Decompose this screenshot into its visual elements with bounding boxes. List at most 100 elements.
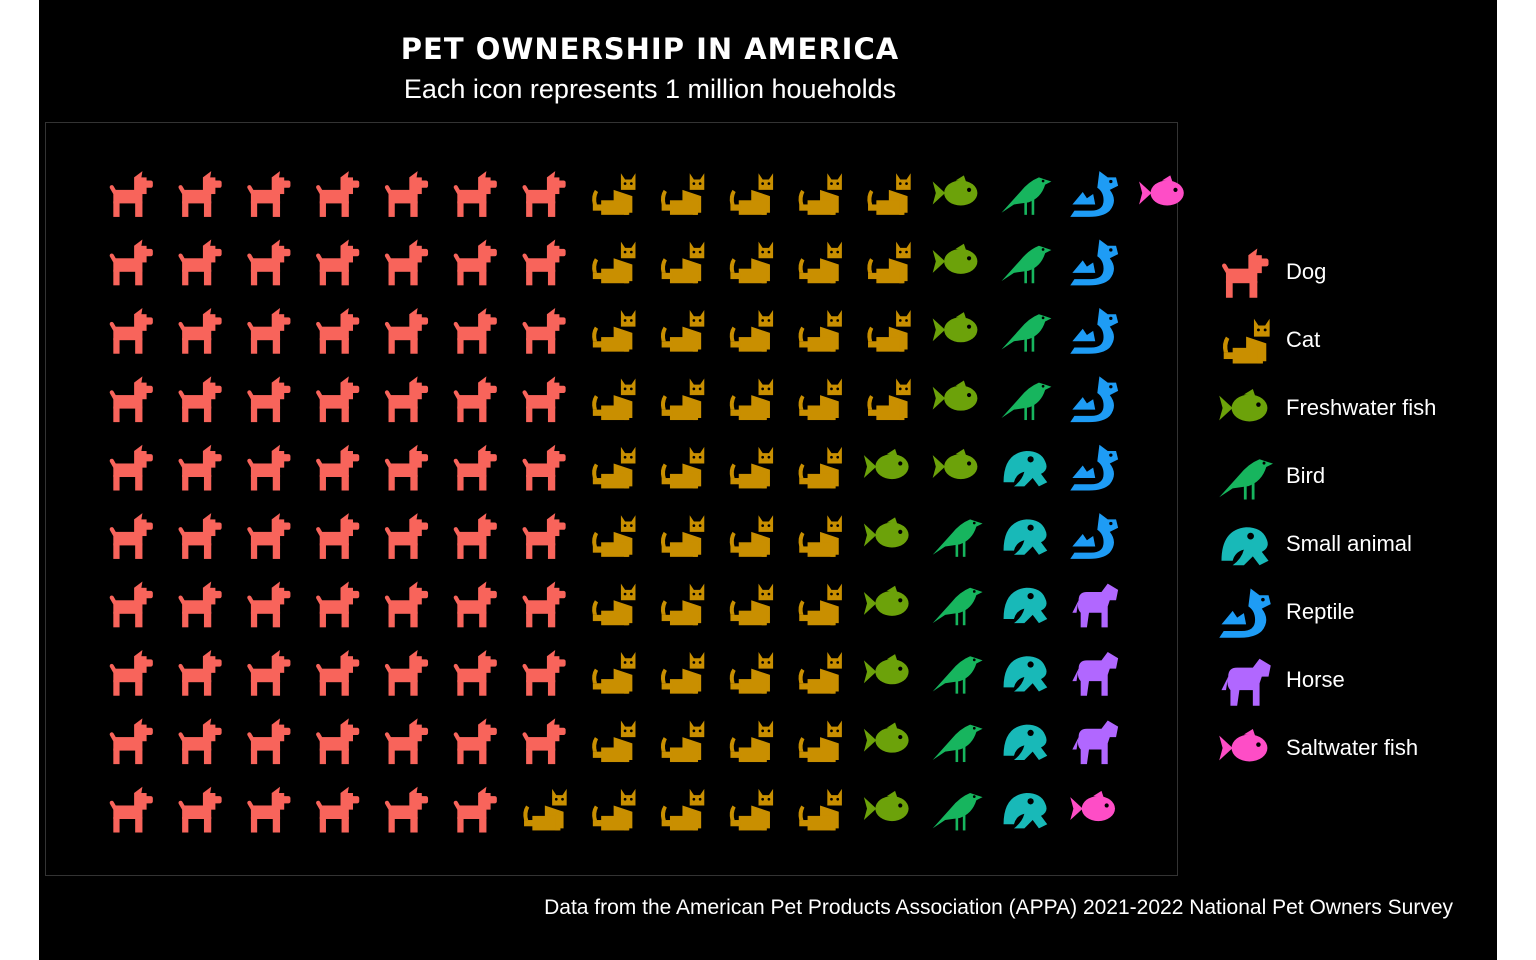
waffle-cat-icon-cell xyxy=(660,720,705,763)
waffle-dog-icon-cell xyxy=(522,171,566,217)
waffle-dog-icon-cell xyxy=(522,513,566,559)
waffle-dog-icon-cell xyxy=(178,786,222,833)
waffle-cat-icon-cell xyxy=(592,652,636,694)
waffle-dog-icon-cell xyxy=(384,307,429,354)
waffle-dog-icon-cell xyxy=(384,581,429,628)
waffle-cat-icon-cell xyxy=(592,310,636,352)
waffle-dog-icon-cell xyxy=(109,376,153,423)
waffle-bird-icon-cell xyxy=(1001,245,1052,284)
waffle-cat-icon-cell xyxy=(798,241,842,284)
waffle-fish-icon-cell xyxy=(863,517,909,548)
legend-item: Freshwater fish xyxy=(1213,381,1436,435)
waffle-dog-icon-cell xyxy=(109,444,153,491)
waffle-cat-icon-cell xyxy=(867,241,911,284)
waffle-cat-icon-cell xyxy=(660,173,705,215)
legend-label: Bird xyxy=(1286,463,1326,488)
waffle-dragon-icon-cell xyxy=(1070,513,1119,559)
waffle-fish-icon-cell xyxy=(932,448,978,480)
waffle-dog-icon-cell xyxy=(109,513,153,559)
waffle-cat-icon-cell xyxy=(523,788,567,831)
waffle-bird-icon-cell xyxy=(1001,382,1052,421)
waffle-dog-icon-cell xyxy=(316,376,360,423)
waffle-dog-icon-cell xyxy=(178,239,222,286)
waffle-cat-icon-cell xyxy=(729,720,774,763)
waffle-dog-icon-cell xyxy=(522,718,566,765)
waffle-dog-icon-cell xyxy=(109,718,153,765)
legend-label: Small animal xyxy=(1286,531,1412,556)
waffle-dog-icon-cell xyxy=(247,171,291,217)
waffle-dog-icon-cell xyxy=(316,649,360,696)
waffle-fish-icon-cell xyxy=(932,380,978,411)
dragon-icon xyxy=(1219,588,1271,638)
waffle-dog-icon-cell xyxy=(522,376,566,423)
waffle-dragon-icon-cell xyxy=(1070,444,1119,491)
cat-icon xyxy=(1222,318,1270,364)
waffle-cat-icon-cell xyxy=(660,583,705,626)
waffle-dog-icon-cell xyxy=(109,786,153,833)
waffle-frog-icon-cell xyxy=(1003,519,1048,555)
waffle-dog-icon-cell xyxy=(178,307,222,354)
waffle-fish-icon-cell xyxy=(1070,790,1115,822)
legend-item: Reptile xyxy=(1213,585,1354,639)
waffle-fish-icon-cell xyxy=(932,175,978,206)
waffle-cat-icon-cell xyxy=(592,515,636,557)
waffle-dog-icon-cell xyxy=(453,649,497,696)
waffle-dog-icon-cell xyxy=(453,581,497,628)
waffle-cat-icon-cell xyxy=(660,446,705,489)
bird-icon xyxy=(1219,459,1273,500)
frog-icon xyxy=(1221,527,1269,566)
waffle-dog-icon-cell xyxy=(522,649,566,696)
waffle-cat-icon-cell xyxy=(867,173,911,215)
waffle-cat-icon-cell xyxy=(729,310,774,352)
legend-cat-icon xyxy=(1222,318,1270,364)
waffle-cat-icon-cell xyxy=(867,378,911,421)
waffle-plot xyxy=(109,171,1184,833)
legend-horse-icon xyxy=(1221,658,1271,706)
fish-icon xyxy=(1219,388,1268,422)
waffle-dog-icon-cell xyxy=(453,376,497,423)
waffle-bird-icon-cell xyxy=(1001,314,1052,352)
waffle-cat-icon-cell xyxy=(729,173,774,215)
legend-label: Dog xyxy=(1286,259,1327,284)
waffle-dog-icon-cell xyxy=(109,239,153,286)
legend-label: Freshwater fish xyxy=(1286,395,1437,420)
waffle-dog-icon-cell xyxy=(316,171,360,217)
waffle-dog-icon-cell xyxy=(178,444,222,491)
waffle-dog-icon-cell xyxy=(384,718,429,765)
waffle-cat-icon-cell xyxy=(729,241,774,284)
legend-dragon-icon xyxy=(1219,588,1271,638)
waffle-dog-icon-cell xyxy=(522,239,566,286)
waffle-cat-icon-cell xyxy=(660,241,705,284)
legend-fish-icon xyxy=(1219,728,1268,762)
waffle-dog-icon-cell xyxy=(247,444,291,491)
waffle-frog-icon-cell xyxy=(1003,587,1048,624)
waffle-frog-icon-cell xyxy=(1003,793,1048,829)
waffle-cat-icon-cell xyxy=(660,515,705,557)
waffle-cat-icon-cell xyxy=(592,446,636,489)
waffle-cat-icon-cell xyxy=(660,310,705,352)
waffle-dog-icon-cell xyxy=(453,444,497,491)
waffle-bird-icon-cell xyxy=(932,793,983,831)
chart-title: PET OWNERSHIP IN AMERICA xyxy=(400,32,900,66)
waffle-cat-icon-cell xyxy=(660,378,705,421)
waffle-dog-icon-cell xyxy=(109,171,153,217)
waffle-dog-icon-cell xyxy=(316,786,360,833)
waffle-cat-icon-cell xyxy=(592,173,636,215)
waffle-dog-icon-cell xyxy=(453,239,497,286)
waffle-dog-icon-cell xyxy=(247,376,291,423)
chart-canvas: PET OWNERSHIP IN AMERICA Each icon repre… xyxy=(39,0,1497,960)
dog-icon xyxy=(1222,248,1269,298)
waffle-dog-icon-cell xyxy=(384,171,429,217)
legend-item: Small animal xyxy=(1213,517,1412,571)
waffle-fish-icon-cell xyxy=(932,312,978,343)
waffle-dog-icon-cell xyxy=(522,444,566,491)
waffle-cat-icon-cell xyxy=(729,446,774,489)
waffle-cat-icon-cell xyxy=(798,583,842,626)
legend-label: Horse xyxy=(1286,667,1345,692)
waffle-fish-icon-cell xyxy=(863,790,909,822)
waffle-dog-icon-cell xyxy=(384,444,429,491)
waffle-horse-icon-cell xyxy=(1072,720,1119,765)
waffle-dog-icon-cell xyxy=(316,307,360,354)
waffle-dog-icon-cell xyxy=(178,718,222,765)
waffle-dog-icon-cell xyxy=(178,376,222,423)
